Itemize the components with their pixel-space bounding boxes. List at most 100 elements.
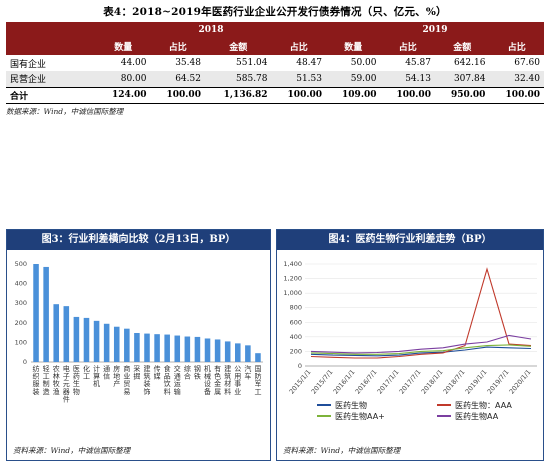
- x-category-label: 综合: [184, 364, 191, 381]
- x-category-label: 房地产: [113, 364, 120, 388]
- y-tick-label: 400: [15, 280, 27, 288]
- x-category-label: 纺织服装: [33, 364, 40, 396]
- table-cell: 124.00: [96, 86, 151, 104]
- bar: [255, 353, 261, 362]
- x-category-label: 钢铁: [194, 364, 201, 381]
- col-header: 金额: [434, 37, 490, 55]
- table-cell: 48.47: [271, 55, 326, 71]
- bar: [43, 266, 49, 362]
- x-category-label: 机械设备: [204, 364, 211, 396]
- table-cell: 44.00: [96, 55, 151, 71]
- bar: [204, 338, 211, 362]
- x-tick-label: 2019/7/1: [486, 368, 511, 396]
- table-cell: 51.53: [271, 71, 326, 87]
- bar: [164, 334, 170, 362]
- x-tick-label: 2015/7/1: [310, 368, 335, 396]
- chart3-title: 图3：行业利差横向比较（2月13日，BP）: [7, 230, 270, 250]
- y-tick-label: 800: [290, 304, 302, 312]
- bar: [174, 335, 181, 362]
- table-cell: 100.00: [271, 86, 326, 104]
- x-tick-label: 2018/7/1: [442, 368, 467, 396]
- series-line: [310, 334, 532, 354]
- x-category-label: 汽车: [244, 364, 251, 381]
- x-tick-label: 2016/1/1: [332, 368, 357, 396]
- chart4-plot: 0 200 400 600 800 1,000 1,200 1,400 2015/1/12015…: [283, 260, 537, 421]
- bar: [33, 264, 39, 362]
- table-source: 数据来源：Wind，中诚信国际整理: [6, 107, 124, 116]
- x-tick-label: 2017/1/1: [376, 368, 401, 396]
- x-category-label: 农林牧渔: [53, 364, 60, 396]
- col-header: 数量: [96, 37, 151, 55]
- x-category-label: 通信: [103, 364, 110, 381]
- bar: [245, 345, 251, 362]
- table-cell: 100.00: [150, 86, 205, 104]
- y-tick-label: 500: [15, 260, 27, 268]
- x-category-label: 医药生物: [73, 365, 80, 396]
- table-cell: 551.04: [204, 55, 272, 71]
- x-tick-label: 2019/1/1: [464, 368, 489, 396]
- x-tick-label: 2020/1/1: [508, 368, 533, 396]
- table-cell: 67.60: [489, 55, 544, 71]
- series-line: [310, 346, 532, 357]
- x-category-label: 国防军工: [254, 365, 261, 396]
- y-tick-label: 0: [23, 358, 27, 366]
- legend-label: 医药生物AA+: [335, 411, 385, 421]
- x-tick-label: 2016/7/1: [354, 368, 379, 396]
- x-category-label: 传媒: [154, 364, 161, 381]
- row-label: 民营企业: [6, 71, 96, 87]
- bar: [63, 306, 70, 362]
- year-2019-header: 2019: [326, 22, 544, 37]
- bar: [124, 328, 130, 362]
- bond-issuance-table: 2018 2019 数量 占比 金额 占比 数量 占比 金额 占比 国有企业 4…: [6, 22, 544, 104]
- legend-label: 医药生物AA: [455, 411, 499, 421]
- table-cell: 80.00: [96, 71, 151, 87]
- table-total-row: 合计 124.00 100.00 1,136.82 100.00 109.00 …: [6, 86, 544, 104]
- table-cell: 50.00: [326, 55, 381, 71]
- bar: [144, 333, 150, 362]
- table-cell: 59.00: [326, 71, 381, 87]
- col-header: 占比: [271, 37, 326, 55]
- table-title: 表4：2018~2019年医药行业企业公开发行债券情况（只、亿元、%）: [103, 6, 447, 18]
- chart4-source: 资料来源：Wind，中诚信国际整理: [283, 446, 401, 455]
- col-header: 占比: [489, 37, 544, 55]
- x-tick-label: 2015/1/1: [288, 368, 313, 396]
- table-row: 民营企业 80.00 64.52 585.78 51.53 59.00 54.1…: [6, 71, 544, 87]
- x-category-label: 轻工制造: [43, 364, 50, 396]
- col-header: 占比: [150, 37, 205, 55]
- bar: [73, 316, 80, 362]
- bar: [235, 343, 241, 362]
- x-category-label: 交通运输: [174, 364, 181, 396]
- y-tick-label: 1,000: [283, 289, 302, 297]
- x-category-label: 化工: [83, 364, 90, 381]
- table-cell: 100.00: [380, 86, 435, 104]
- x-category-label: 计算机: [93, 364, 100, 388]
- table-cell: 950.00: [434, 86, 490, 104]
- bar: [214, 339, 221, 362]
- series-line: [310, 267, 532, 359]
- x-tick-label: 2018/1/1: [420, 368, 445, 396]
- bar: [184, 336, 191, 362]
- row-label: 合计: [6, 86, 96, 104]
- table-cell: 32.40: [489, 71, 544, 87]
- bar: [224, 341, 231, 362]
- bar: [194, 336, 201, 362]
- y-tick-label: 300: [15, 299, 27, 307]
- row-label: 国有企业: [6, 55, 96, 71]
- bar: [154, 334, 160, 362]
- series-line: [310, 344, 532, 355]
- bar: [103, 323, 110, 362]
- legend-label: 医药生物：AAA: [455, 400, 512, 410]
- year-2018-header: 2018: [96, 22, 326, 37]
- y-tick-label: 200: [15, 319, 27, 327]
- bar: [113, 326, 120, 362]
- x-category-label: 电子元器件: [63, 364, 70, 403]
- y-tick-label: 1,400: [283, 260, 302, 268]
- y-tick-label: 1,200: [283, 275, 302, 283]
- y-tick-label: 400: [290, 333, 302, 341]
- y-tick-label: 0: [298, 362, 302, 370]
- table-row: 国有企业 44.00 35.48 551.04 48.47 50.00 45.8…: [6, 55, 544, 71]
- table-cell: 35.48: [150, 55, 205, 71]
- x-category-label: 建筑材料: [224, 364, 231, 396]
- x-tick-label: 2017/7/1: [398, 368, 423, 396]
- chart3-panel: 图3：行业利差横向比较（2月13日，BP） 0 100 200 300 400 500 纺织…: [6, 229, 271, 461]
